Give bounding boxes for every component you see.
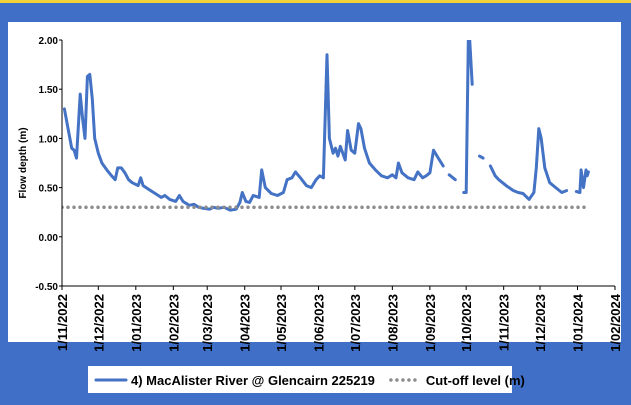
y-tick-label: 0.50: [39, 184, 59, 195]
y-tick-label: 1.50: [39, 85, 59, 96]
x-tick-label: 1/06/2023: [312, 294, 327, 352]
x-tick-label: 1/11/2022: [55, 294, 70, 351]
top-strip: [0, 0, 631, 3]
series-line: [62, 40, 590, 212]
legend-box: [88, 366, 512, 393]
x-tick-label: 1/12/2023: [533, 294, 548, 352]
y-tick-label: -0.50: [35, 282, 58, 293]
x-tick-label: 1/09/2023: [423, 294, 438, 352]
x-tick-label: 1/02/2023: [166, 294, 181, 352]
x-tick-label: 1/11/2023: [497, 294, 512, 351]
x-tick-label: 1/10/2023: [459, 294, 474, 352]
y-tick-label: 2.00: [39, 36, 59, 47]
x-tick-label: 1/01/2023: [129, 294, 144, 352]
x-tick-label: 1/03/2023: [200, 294, 215, 352]
y-tick-label: 0.00: [39, 233, 59, 244]
x-tick-label: 1/08/2023: [385, 294, 400, 352]
x-tick-label: 1/02/2024: [608, 293, 623, 352]
y-axis-title: Flow depth (m): [18, 127, 29, 198]
x-tick-label: 1/01/2024: [570, 293, 585, 352]
legend-label: Cut-off level (m): [426, 373, 525, 388]
legend-label: 4) MacAlister River @ Glencairn 225219: [131, 373, 375, 388]
y-tick-label: 1.00: [39, 134, 59, 145]
x-tick-label: 1/04/2023: [238, 294, 253, 352]
x-tick-label: 1/07/2023: [348, 294, 363, 352]
x-tick-label: 1/05/2023: [274, 294, 289, 352]
x-tick-label: 1/12/2022: [91, 294, 106, 352]
